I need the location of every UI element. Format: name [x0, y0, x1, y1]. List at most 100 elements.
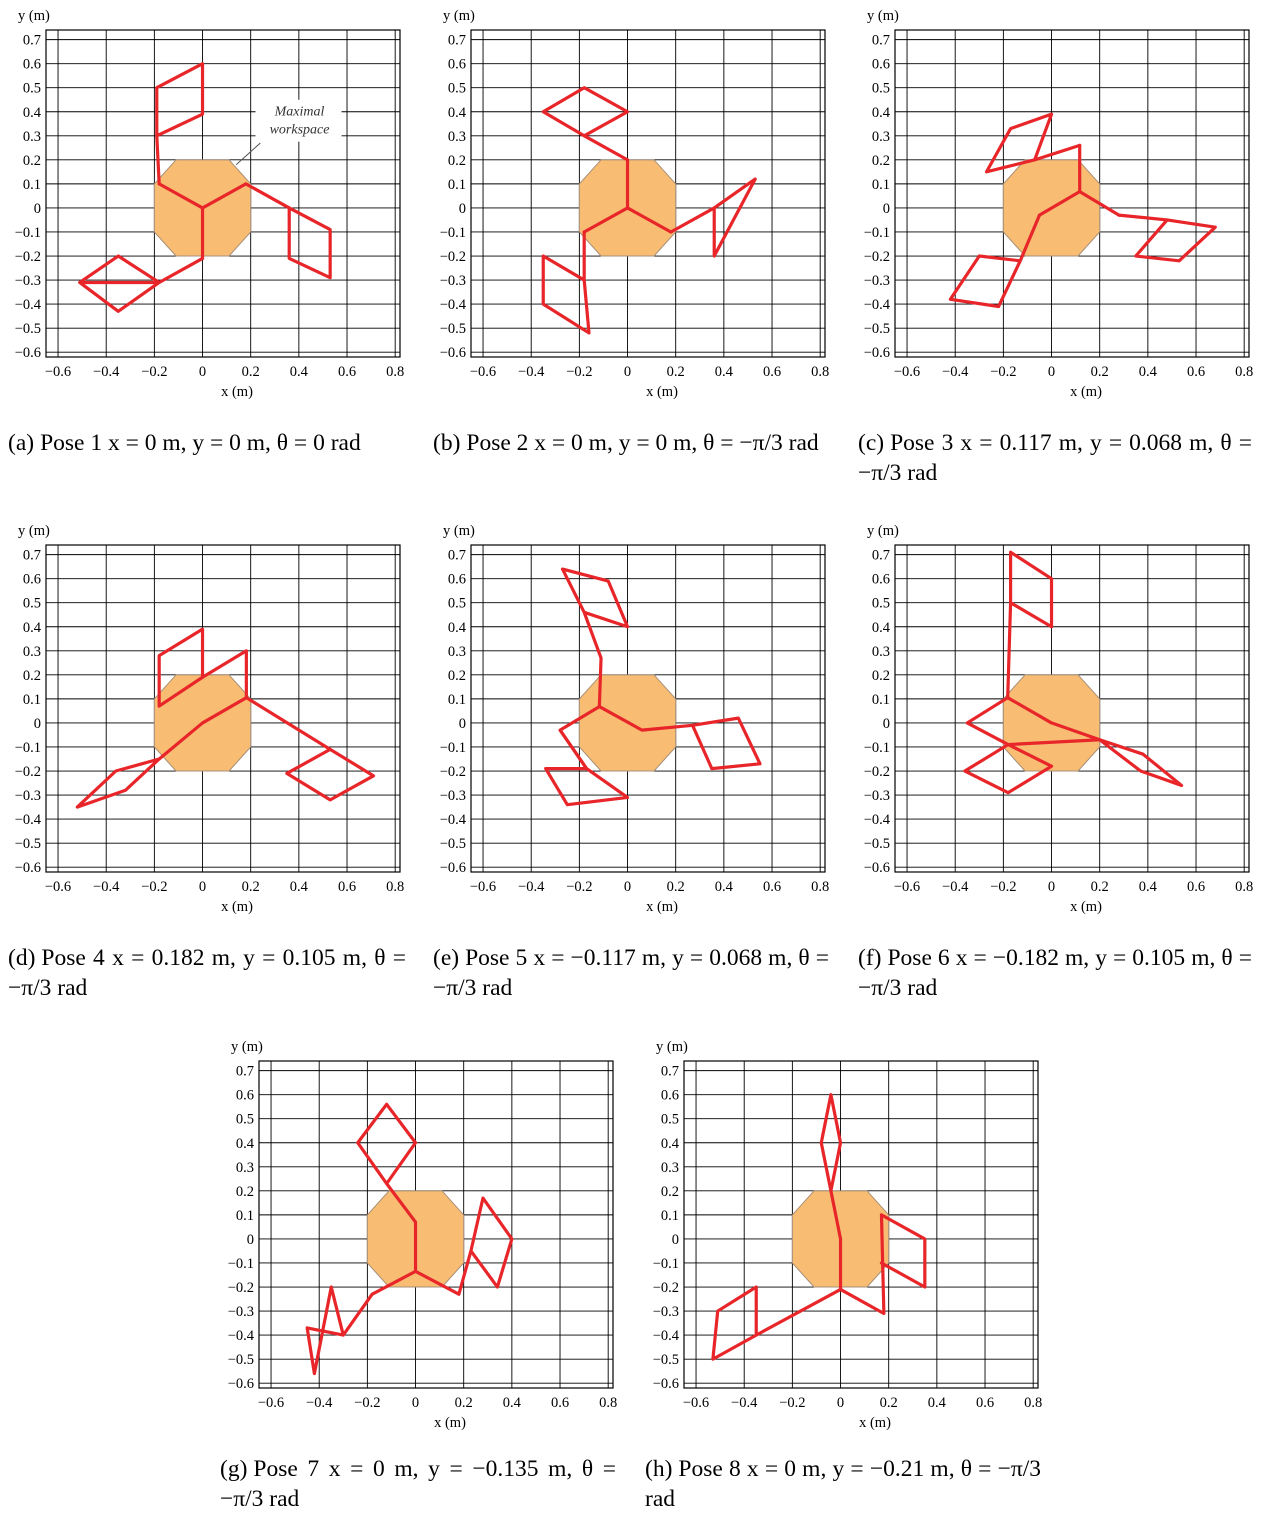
y-tick-label: 0.5	[872, 81, 890, 97]
mechanism-link	[1006, 696, 1102, 742]
y-tick-label: −0.3	[440, 788, 466, 804]
plot-frame	[894, 29, 1250, 358]
y-tick-label: 0.4	[23, 105, 42, 121]
y-tick-label: −0.4	[864, 812, 891, 828]
y-axis-label: y (m)	[867, 523, 899, 539]
y-tick-label: −0.6	[440, 860, 466, 876]
x-tick-label: 0.4	[715, 364, 734, 380]
y-tick-label: −0.1	[864, 740, 890, 756]
x-tick-label: −0.6	[894, 364, 920, 380]
plot-frame	[470, 29, 826, 358]
caption-text: Pose 1 x = 0 m, y = 0 m, θ = 0 rad	[40, 430, 361, 456]
y-tick-label: 0.6	[448, 57, 466, 73]
y-tick-label: 0.7	[23, 33, 41, 49]
y-tick-label: 0.2	[872, 668, 890, 684]
x-tick-label: −0.4	[93, 879, 120, 895]
mechanism-link	[819, 1093, 843, 1292]
mechanism-link	[244, 696, 376, 802]
caption-text: Pose 4 x = 0.182 m, y = 0.105 m, θ = −π/…	[8, 945, 406, 1001]
mechanism-link	[963, 696, 1054, 795]
x-tick-label: 0.6	[551, 1395, 569, 1411]
y-axis-label: y (m)	[867, 8, 899, 24]
y-axis-label: y (m)	[443, 523, 475, 539]
pose-plot: −0.6 −0.4 −0.2 0 0.2 0.4 0.6 0.8 0.7 0.6 0.5 0.4 0.3…	[864, 8, 1254, 400]
mechanism-link	[356, 1102, 418, 1273]
caption-c: (c) Pose 3 x = 0.117 m, y = 0.068 m, θ = …	[858, 428, 1252, 488]
y-tick-label: 0.3	[23, 644, 41, 660]
x-tick-label: 0.8	[386, 364, 404, 380]
y-tick-label: 0.6	[236, 1088, 254, 1104]
mechanism-link	[1006, 738, 1102, 747]
plot-frame	[45, 29, 401, 358]
y-tick-label: 0.1	[872, 177, 890, 193]
x-tick-label: 0.4	[715, 879, 734, 895]
y-tick-label: −0.1	[15, 740, 41, 756]
y-tick-label: 0.1	[23, 177, 41, 193]
caption-label: (g)	[220, 1456, 248, 1482]
y-tick-label: −0.2	[15, 249, 41, 265]
y-tick-label: −0.5	[228, 1352, 254, 1368]
caption-text: Pose 3 x = 0.117 m, y = 0.068 m, θ = −π/…	[858, 430, 1252, 486]
x-tick-label: −0.4	[306, 1395, 333, 1411]
pose-plot: −0.6 −0.4 −0.2 0 0.2 0.4 0.6 0.8 0.7 0.6 0.5 0.4 0.3…	[440, 523, 830, 915]
caption-text: Pose 5 x = −0.117 m, y = 0.068 m, θ = −π…	[433, 945, 829, 1001]
pose-plot: −0.6 −0.4 −0.2 0 0.2 0.4 0.6 0.8 0.7 0.6 0.5 0.4 0.3…	[228, 1039, 618, 1431]
plot-frame	[683, 1060, 1039, 1389]
y-tick-label: 0.4	[448, 105, 467, 121]
x-tick-label: 0.6	[1187, 364, 1205, 380]
y-tick-label: 0.4	[872, 620, 891, 636]
x-tick-label: −0.4	[942, 879, 969, 895]
caption-a: (a) Pose 1 x = 0 m, y = 0 m, θ = 0 rad	[8, 428, 406, 458]
y-tick-label: 0.7	[872, 33, 890, 49]
y-tick-label: 0.6	[872, 572, 890, 588]
mechanism-link	[1098, 738, 1184, 788]
x-tick-label: −0.2	[990, 364, 1016, 380]
x-axis-label: x (m)	[221, 384, 253, 400]
mechanism-link	[200, 696, 248, 725]
y-tick-label: −0.3	[864, 788, 890, 804]
y-tick-label: 0	[459, 716, 466, 732]
x-tick-label: −0.4	[731, 1395, 758, 1411]
y-tick-label: 0.3	[872, 129, 890, 145]
y-tick-label: −0.3	[864, 273, 890, 289]
x-tick-label: 0.2	[1091, 364, 1109, 380]
y-tick-label: 0.7	[23, 548, 41, 564]
mechanism-link	[948, 213, 1042, 309]
y-tick-label: 0.1	[448, 177, 466, 193]
mechanism-link	[558, 728, 589, 771]
y-tick-label: 0.2	[661, 1184, 679, 1200]
y-tick-label: 0.2	[236, 1184, 254, 1200]
x-tick-label: 0.8	[1024, 1395, 1042, 1411]
caption-b: (b) Pose 2 x = 0 m, y = 0 m, θ = −π/3 rad	[433, 428, 829, 458]
y-tick-label: −0.3	[653, 1304, 679, 1320]
x-tick-label: −0.2	[566, 364, 592, 380]
x-tick-label: 0.4	[1139, 879, 1158, 895]
x-tick-label: −0.6	[45, 879, 71, 895]
x-tick-label: 0.8	[386, 879, 404, 895]
caption-e: (e) Pose 5 x = −0.117 m, y = 0.068 m, θ =…	[433, 943, 829, 1003]
y-axis-label: y (m)	[443, 8, 475, 24]
x-tick-label: −0.4	[518, 364, 545, 380]
plot-frame	[894, 544, 1250, 873]
x-tick-label: −0.4	[93, 364, 120, 380]
x-tick-label: 0.6	[338, 879, 356, 895]
x-tick-label: 0.2	[455, 1395, 473, 1411]
y-tick-label: 0.3	[448, 644, 466, 660]
y-tick-label: 0.7	[661, 1064, 679, 1080]
x-tick-label: 0.4	[503, 1395, 522, 1411]
x-tick-label: 0	[624, 364, 631, 380]
y-tick-label: 0.2	[448, 668, 466, 684]
x-axis-label: x (m)	[221, 899, 253, 915]
caption-d: (d) Pose 4 x = 0.182 m, y = 0.105 m, θ = …	[8, 943, 406, 1003]
y-tick-label: −0.6	[864, 345, 890, 361]
y-tick-label: 0.2	[872, 153, 890, 169]
y-tick-label: 0.7	[448, 33, 466, 49]
y-tick-label: 0.1	[661, 1208, 679, 1224]
pose-plot: −0.6 −0.4 −0.2 0 0.2 0.4 0.6 0.8 0.7 0.6 0.5 0.4 0.3…	[15, 523, 405, 915]
y-tick-label: −0.2	[440, 764, 466, 780]
mechanism-link	[157, 182, 205, 210]
y-tick-label: −0.4	[15, 297, 42, 313]
y-tick-label: 0.4	[661, 1136, 680, 1152]
mechanism-link	[1117, 213, 1217, 263]
y-tick-label: −0.5	[440, 321, 466, 337]
